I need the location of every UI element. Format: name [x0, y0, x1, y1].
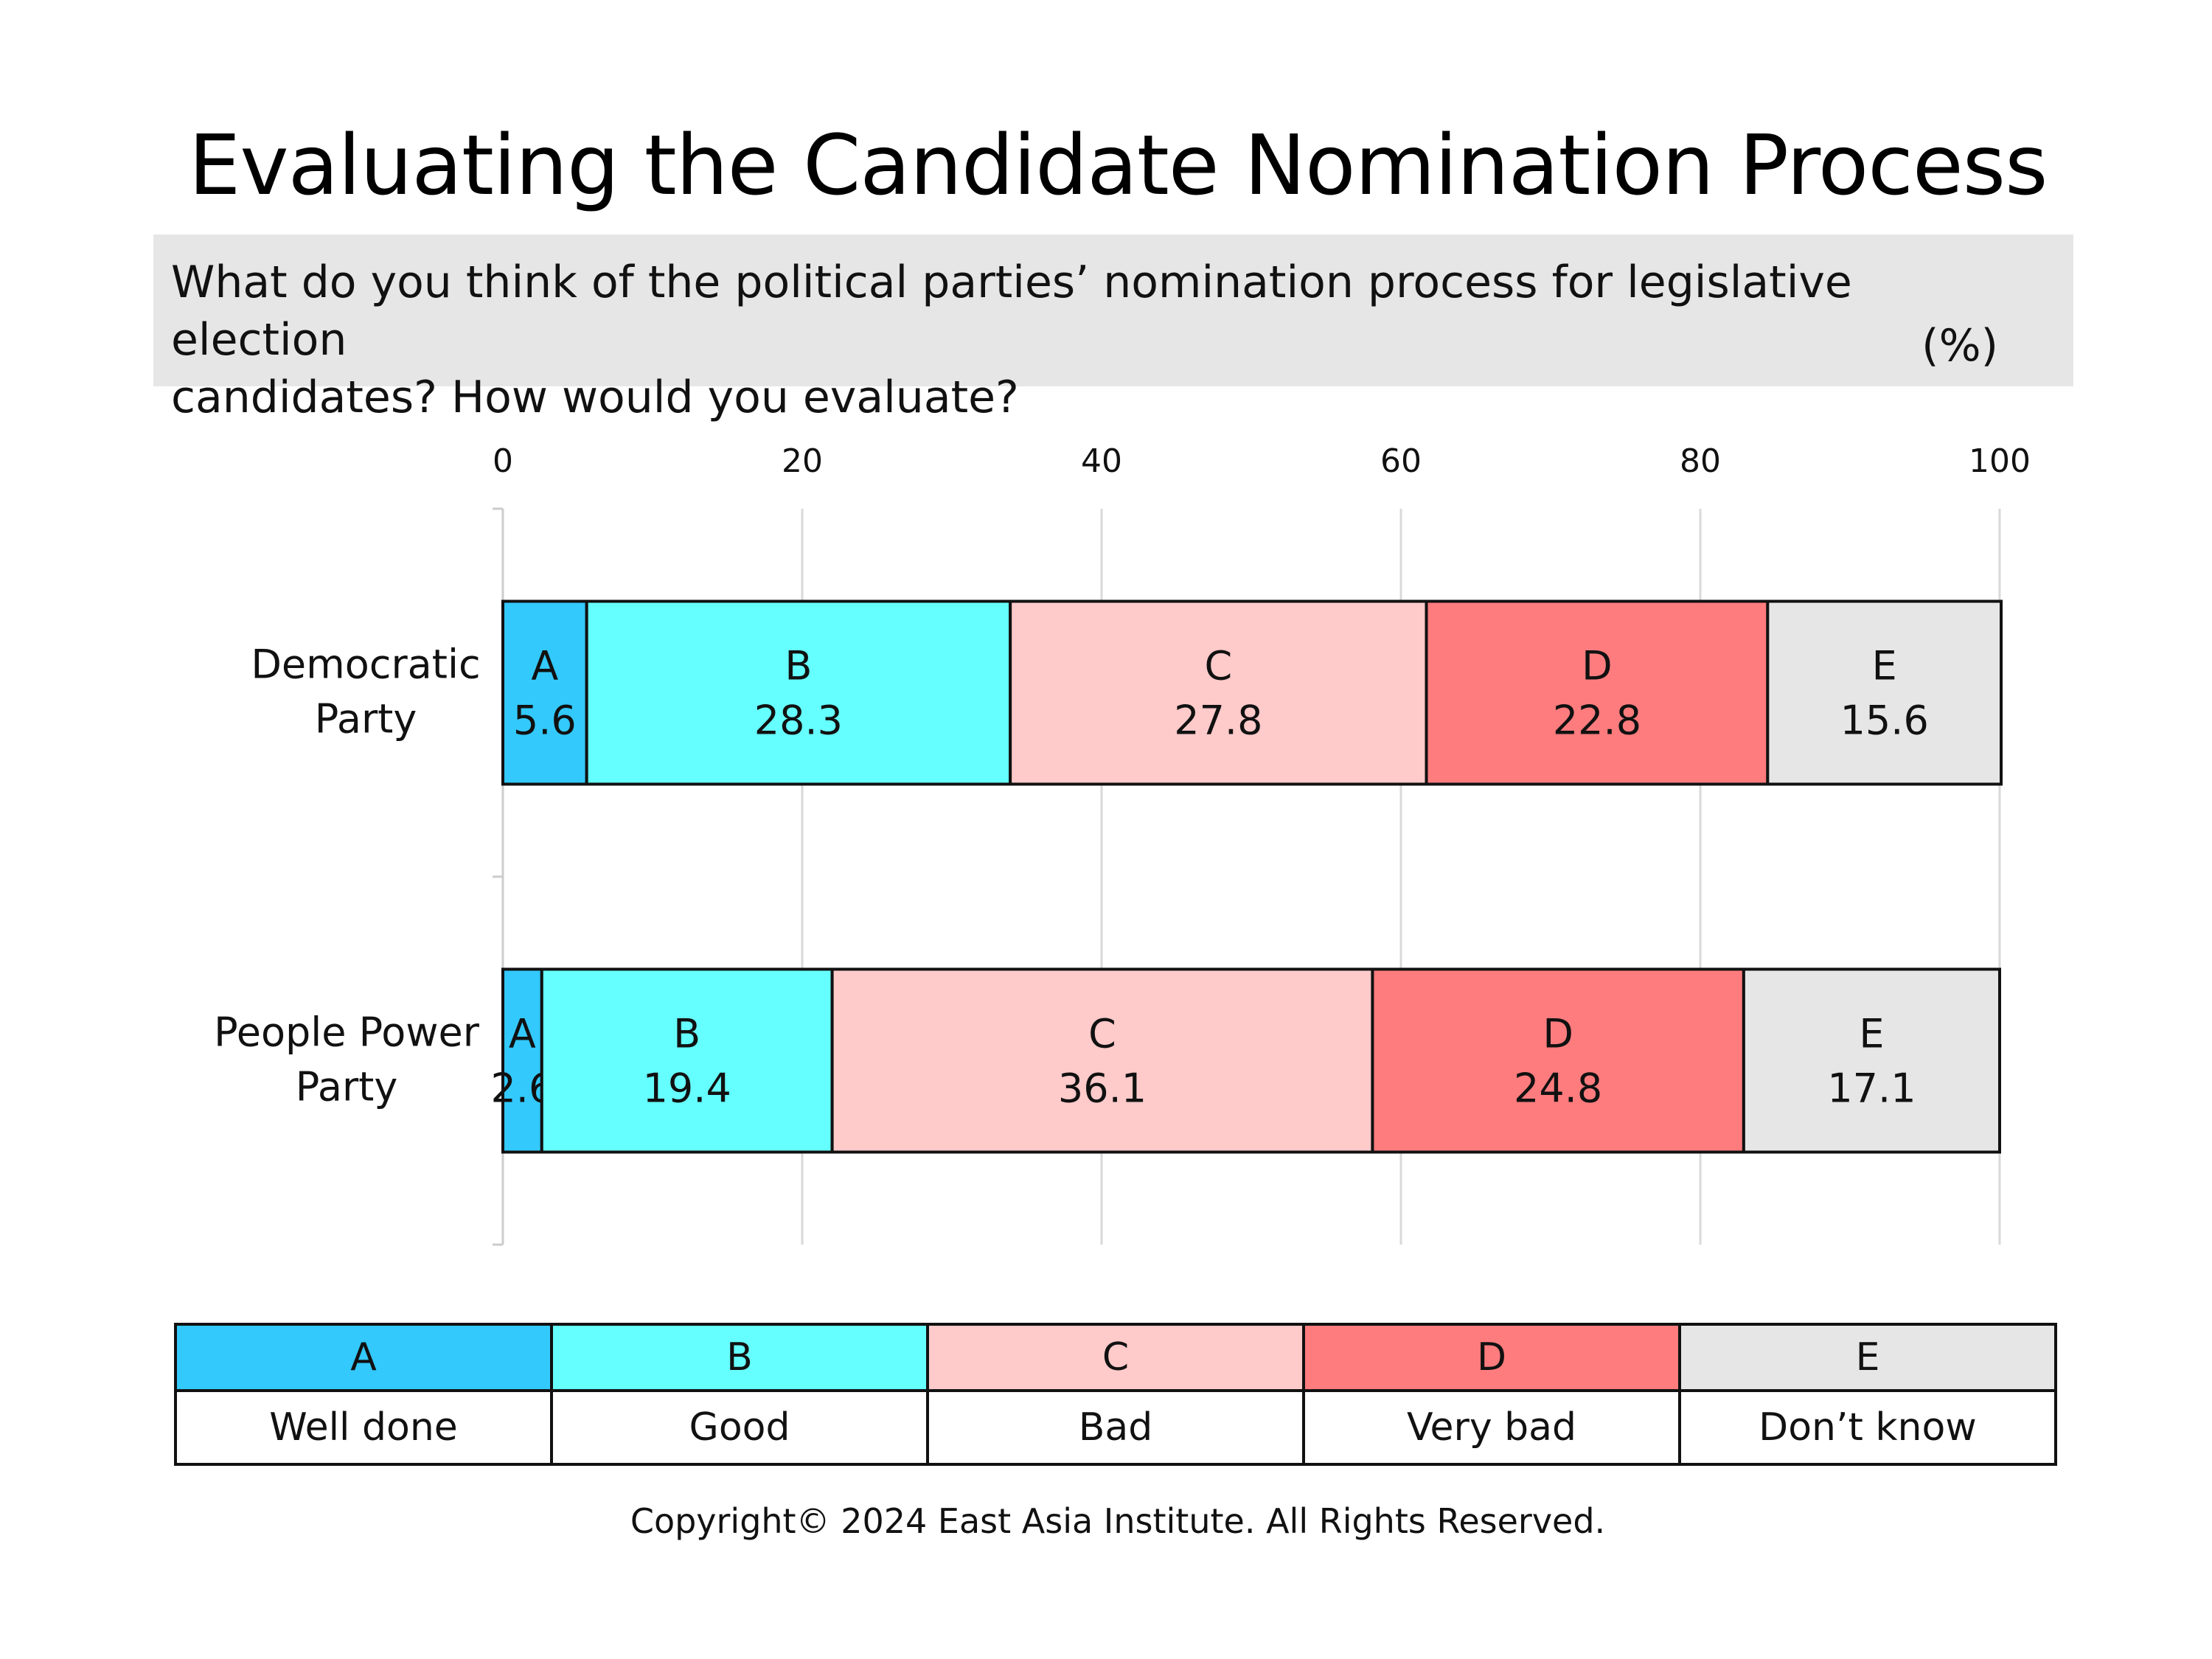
legend-code-row: A B C D E	[174, 1323, 2057, 1392]
segment-value-label-b-0: 28.3	[754, 698, 843, 744]
segment-value-label-c-1: 36.1	[1058, 1065, 1147, 1112]
category-label-line: Party	[296, 1064, 398, 1110]
segment-series-label-b-1: B	[673, 1011, 700, 1057]
segment-series-label-c-1: C	[1088, 1011, 1116, 1057]
category-label-1: People Power Party	[214, 1009, 480, 1110]
unit-label: (%)	[1921, 320, 1998, 372]
bar-segment-a-1	[501, 967, 543, 1154]
bar-segment-b-0	[585, 599, 1012, 786]
segment-value-label-b-1: 19.4	[643, 1065, 731, 1112]
x-tick-label-40: 40	[1081, 442, 1122, 480]
legend-code-a: A	[174, 1323, 553, 1392]
segment-series-label-b-0: B	[785, 643, 812, 689]
x-tick-label-60: 60	[1380, 442, 1422, 480]
legend-label-d: Very bad	[1302, 1389, 1681, 1466]
x-tick-label-0: 0	[493, 442, 513, 480]
chart-title: Evaluating the Candidate Nomination Proc…	[188, 118, 2048, 214]
x-tick-label-20: 20	[782, 442, 823, 480]
x-tick-label-80: 80	[1680, 442, 1721, 480]
segment-value-label-d-0: 22.8	[1553, 698, 1641, 744]
bar-segment-d-0	[1425, 599, 1770, 786]
segment-value-label-d-1: 24.8	[1514, 1065, 1602, 1112]
question-line-2: candidates? How would you evaluate?	[171, 372, 1019, 423]
copyright-text: Copyright© 2024 East Asia Institute. All…	[630, 1501, 1606, 1541]
segment-value-label-a-0: 5.6	[513, 698, 577, 744]
legend-label-b: Good	[550, 1389, 929, 1466]
bar-segment-d-1	[1371, 967, 1745, 1154]
category-label-0: Democratic Party	[251, 641, 480, 742]
category-label-line: Party	[315, 696, 417, 742]
segment-series-label-d-0: D	[1582, 643, 1613, 689]
legend-label-e: Don’t know	[1678, 1389, 2057, 1466]
bar-segment-c-1	[830, 967, 1374, 1154]
legend-code-d: D	[1302, 1323, 1681, 1392]
legend-code-b: B	[550, 1323, 929, 1392]
legend-label-a: Well done	[174, 1389, 553, 1466]
question-text: What do you think of the political parti…	[171, 254, 2000, 426]
legend-label-c: Bad	[926, 1389, 1305, 1466]
bar-segment-e-0	[1766, 599, 2003, 786]
segment-series-label-a-1: A	[509, 1011, 536, 1057]
segment-series-label-e-0: E	[1872, 643, 1897, 689]
bar-segment-b-1	[540, 967, 834, 1154]
category-label-line: Democratic	[251, 641, 480, 688]
bar-segment-c-0	[1009, 599, 1428, 786]
bar-segment-a-0	[501, 599, 588, 786]
segment-value-label-e-1: 17.1	[1827, 1065, 1916, 1112]
segment-series-label-e-1: E	[1859, 1011, 1884, 1057]
segment-value-label-e-0: 15.6	[1840, 698, 1929, 744]
segment-series-label-c-0: C	[1204, 643, 1232, 689]
legend-label-row: Well done Good Bad Very bad Don’t know	[174, 1389, 2057, 1466]
bar-segment-e-1	[1742, 967, 2002, 1154]
x-tick-label-100: 100	[1969, 442, 2031, 480]
legend-table: A B C D E Well done Good Bad Very bad Do…	[174, 1323, 2057, 1466]
category-label-line: People Power	[214, 1009, 480, 1056]
stacked-bar-chart: 0 20 40 60 80 100 Democratic Party A 5.6 B 28.3 C 27.…	[214, 442, 2031, 1246]
legend-code-e: E	[1678, 1323, 2057, 1392]
question-box: What do you think of the political parti…	[153, 234, 2073, 423]
segment-value-label-c-0: 27.8	[1174, 698, 1262, 744]
segment-series-label-d-1: D	[1543, 1011, 1573, 1057]
question-line-1: What do you think of the political parti…	[171, 257, 1852, 366]
segment-series-label-a-0: A	[531, 643, 558, 689]
legend-code-c: C	[926, 1323, 1305, 1392]
